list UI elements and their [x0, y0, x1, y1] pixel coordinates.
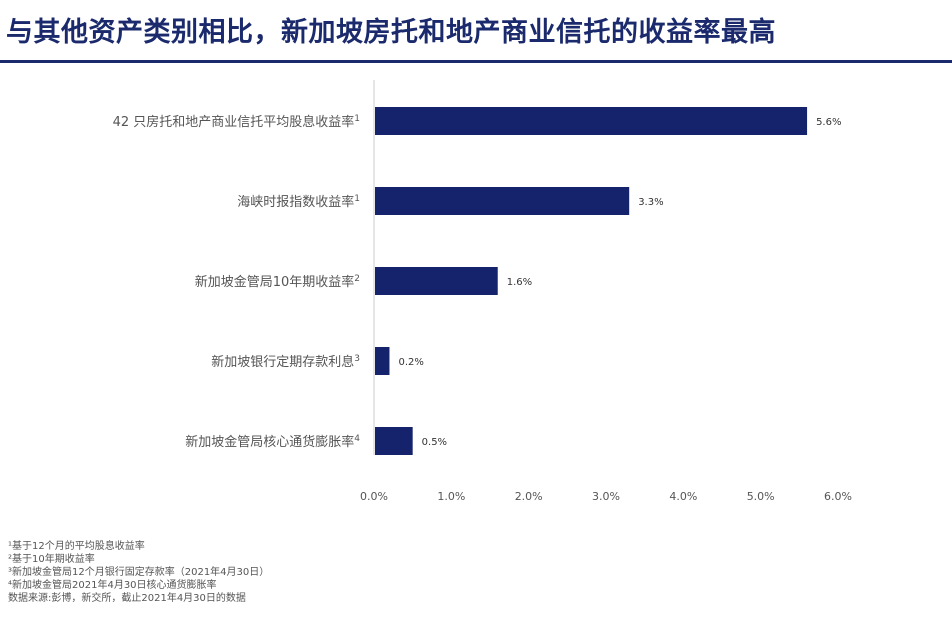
- footnote-marker: 3: [354, 354, 360, 364]
- bar: [375, 107, 808, 135]
- footnotes: ¹基于12个月的平均股息收益率 ²基于10年期收益率 ³新加坡金管局12个月银行…: [8, 540, 269, 605]
- x-tick-label: 2.0%: [515, 490, 543, 503]
- x-tick-label: 0.0%: [360, 490, 388, 503]
- x-tick-label: 1.0%: [437, 490, 465, 503]
- category-label: 新加坡金管局10年期收益率2: [195, 274, 360, 290]
- footnote-2: ²基于10年期收益率: [8, 554, 95, 565]
- x-tick-label: 6.0%: [824, 490, 852, 503]
- data-source-note: 数据来源:彭博，新交所，截止2021年4月30日的数据: [8, 593, 246, 604]
- category-label: 新加坡银行定期存款利息3: [211, 354, 360, 370]
- footnote-marker: 1: [354, 194, 360, 204]
- data-label: 1.6%: [507, 277, 532, 288]
- page-title: 与其他资产类别相比，新加坡房托和地产商业信托的收益率最高: [6, 17, 776, 48]
- footnote-1: ¹基于12个月的平均股息收益率: [8, 541, 145, 552]
- x-tick-label: 4.0%: [669, 490, 697, 503]
- category-label: 海峡时报指数收益率1: [237, 194, 360, 210]
- title-divider: [0, 60, 952, 63]
- bar-chart: 42 只房托和地产商业信托平均股息收益率1 5.6% 海峡时报指数收益率1 3.3% 新…: [113, 80, 852, 503]
- data-label: 0.2%: [398, 357, 423, 368]
- footnote-4: ⁴新加坡金管局2021年4月30日核心通货膨胀率: [8, 580, 217, 591]
- category-label: 42 只房托和地产商业信托平均股息收益率1: [113, 114, 360, 130]
- data-label: 5.6%: [816, 117, 841, 128]
- bar: [375, 427, 413, 455]
- data-label: 3.3%: [638, 197, 663, 208]
- bar: [375, 267, 498, 295]
- footnote-marker: 2: [354, 274, 360, 284]
- footnote-marker: 1: [354, 114, 360, 124]
- footnote-marker: 4: [354, 434, 360, 444]
- bar: [375, 187, 630, 215]
- bar: [375, 347, 390, 375]
- x-tick-label: 3.0%: [592, 490, 620, 503]
- category-label: 新加坡金管局核心通货膨胀率4: [185, 434, 360, 450]
- x-tick-label: 5.0%: [747, 490, 775, 503]
- data-label: 0.5%: [422, 437, 447, 448]
- footnote-3: ³新加坡金管局12个月银行固定存款率（2021年4月30日）: [8, 567, 270, 578]
